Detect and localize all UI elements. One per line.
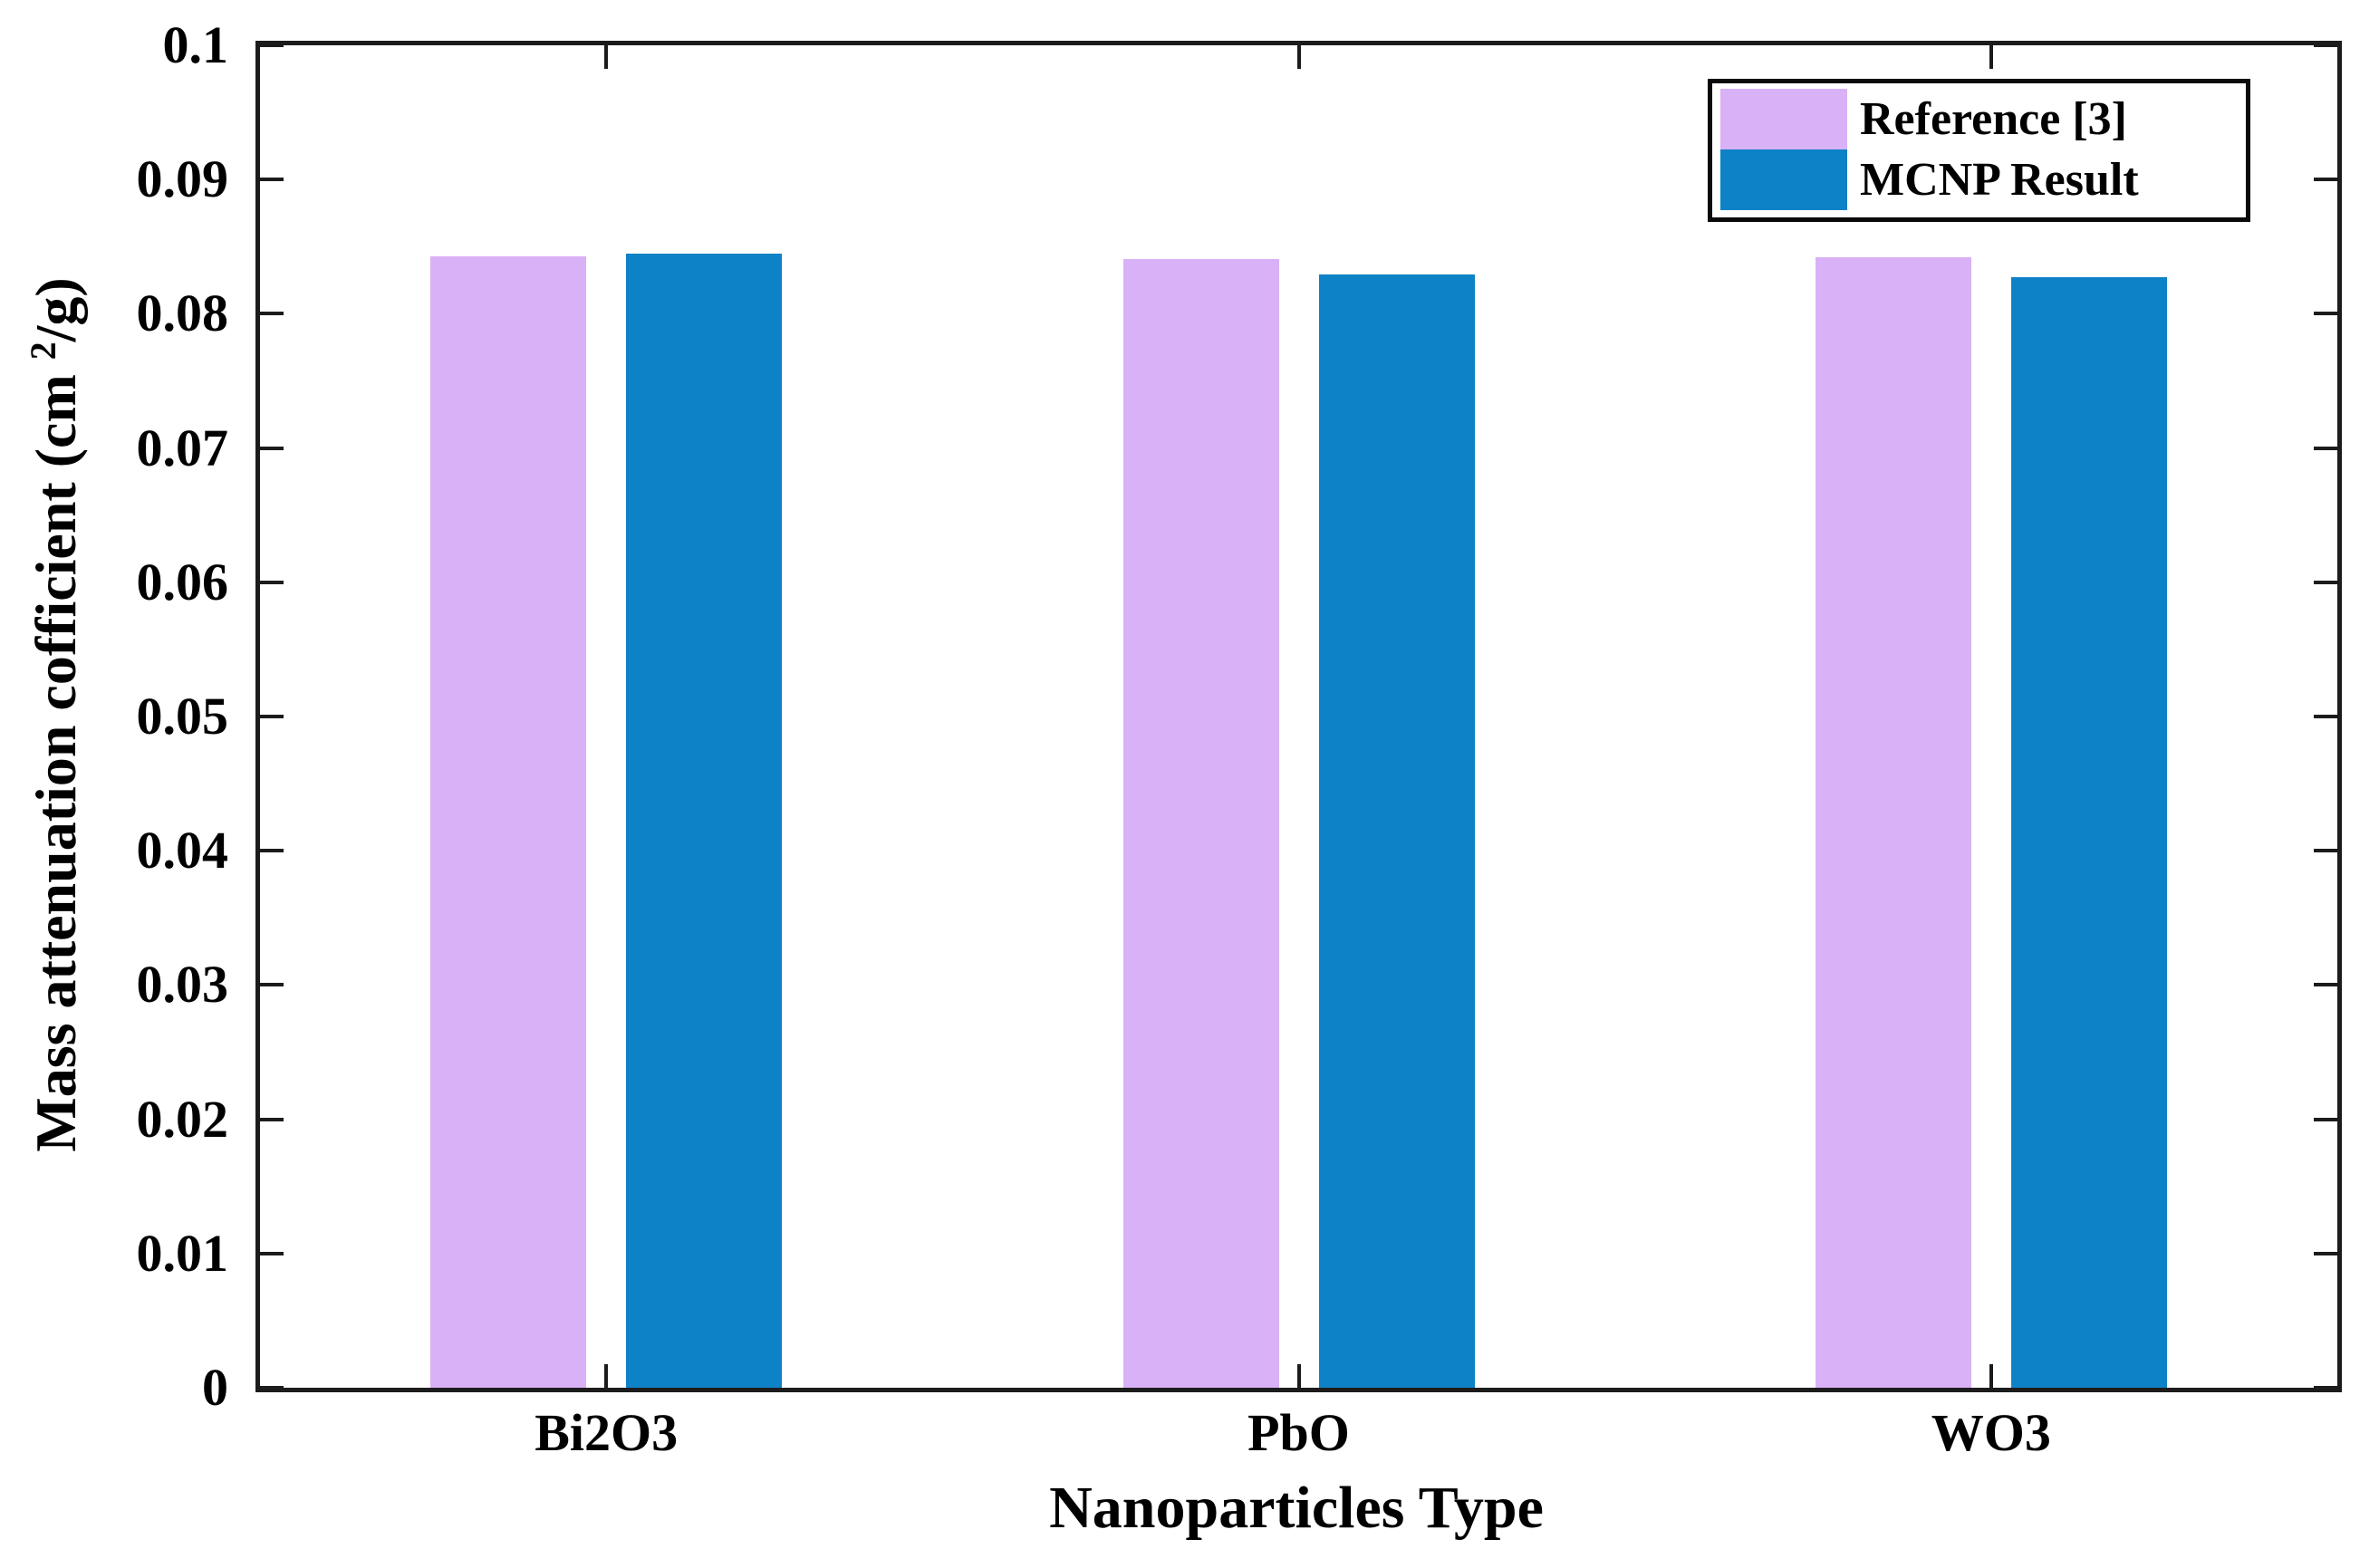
y-tick-mark xyxy=(260,43,284,47)
y-tick-label: 0.05 xyxy=(136,687,229,746)
bar-mcnp-result-pbo xyxy=(1318,274,1475,1388)
bar-reference-3-pbo xyxy=(1122,258,1279,1388)
y-tick-mark xyxy=(2314,715,2337,718)
y-tick-label: 0.09 xyxy=(136,149,229,209)
x-tick-mark xyxy=(1296,1364,1301,1388)
y-tick-mark xyxy=(260,178,284,182)
legend-swatch xyxy=(1720,149,1847,210)
legend-item: Reference [3] xyxy=(1720,89,2246,149)
x-tick-label-bi2o3: Bi2O3 xyxy=(535,1403,679,1462)
y-tick-mark xyxy=(2314,446,2337,450)
y-tick-mark xyxy=(2314,1117,2337,1121)
y-axis-label-superscript: 2 xyxy=(24,341,64,361)
x-tick-mark xyxy=(604,1364,609,1388)
y-tick-label: 0.08 xyxy=(136,284,229,343)
legend-item: MCNP Result xyxy=(1720,149,2246,210)
x-tick-mark xyxy=(604,45,609,69)
x-tick-label-pbo: PbO xyxy=(1247,1403,1350,1462)
legend: Reference [3] MCNP Result xyxy=(1708,79,2250,222)
y-tick-label: 0 xyxy=(202,1358,228,1417)
bar-mcnp-result-bi2o3 xyxy=(626,253,783,1388)
y-tick-label: 0.1 xyxy=(162,15,229,74)
y-tick-mark xyxy=(260,1251,284,1255)
bar-reference-3-bi2o3 xyxy=(430,255,587,1388)
y-tick-mark xyxy=(260,312,284,316)
y-tick-mark xyxy=(2314,580,2337,584)
legend-label: MCNP Result xyxy=(1860,153,2139,206)
y-tick-mark xyxy=(260,849,284,853)
y-tick-mark xyxy=(260,1386,284,1390)
bar-reference-3-wo3 xyxy=(1815,257,1971,1388)
x-tick-mark xyxy=(1989,45,1993,69)
x-axis-label: Nanoparticles Type xyxy=(1049,1475,1544,1541)
legend-swatch xyxy=(1720,89,1847,149)
y-tick-mark xyxy=(2314,43,2337,47)
x-tick-label-wo3: WO3 xyxy=(1931,1403,2051,1462)
x-tick-mark xyxy=(1989,1364,1993,1388)
y-tick-mark xyxy=(260,715,284,718)
y-tick-label: 0.07 xyxy=(136,418,229,477)
bar-mcnp-result-wo3 xyxy=(2010,277,2167,1388)
y-tick-mark xyxy=(2314,178,2337,182)
y-tick-mark xyxy=(2314,983,2337,987)
y-tick-mark xyxy=(2314,849,2337,853)
y-tick-mark xyxy=(2314,312,2337,316)
plot-area xyxy=(255,41,2342,1392)
y-tick-mark xyxy=(260,1117,284,1121)
x-tick-mark xyxy=(1296,45,1301,69)
y-tick-label: 0.06 xyxy=(136,552,229,611)
y-axis-label-text: Mass attenuation cofficient (cm xyxy=(24,360,88,1152)
y-tick-mark xyxy=(260,983,284,987)
legend-label: Reference [3] xyxy=(1860,92,2127,145)
y-tick-label: 0.02 xyxy=(136,1089,229,1149)
y-tick-mark xyxy=(2314,1251,2337,1255)
y-tick-label: 0.04 xyxy=(136,821,229,880)
y-tick-label: 0.03 xyxy=(136,955,229,1015)
y-tick-mark xyxy=(260,446,284,450)
y-tick-mark xyxy=(2314,1386,2337,1390)
y-tick-mark xyxy=(260,580,284,584)
y-tick-label: 0.01 xyxy=(136,1223,229,1283)
